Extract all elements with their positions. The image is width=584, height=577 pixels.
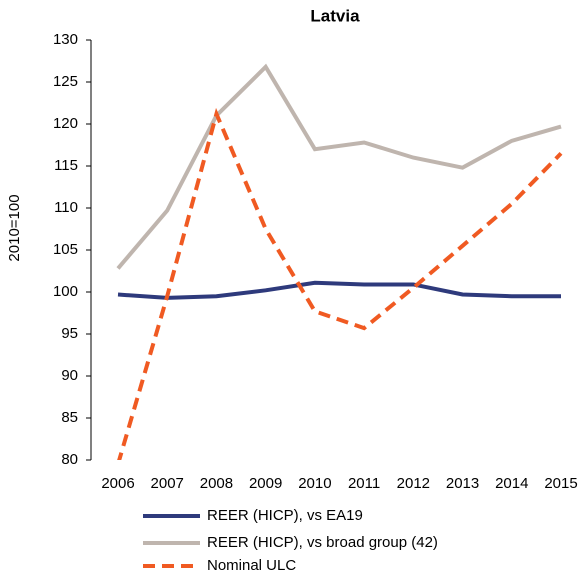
- y-tick-label: 90: [61, 367, 78, 384]
- legend-label: REER (HICP), vs broad group (42): [207, 534, 438, 551]
- x-tick-label: 2015: [544, 475, 577, 492]
- y-tick-label: 130: [53, 31, 78, 48]
- y-tick-label: 80: [61, 451, 78, 468]
- x-tick-label: 2010: [298, 475, 331, 492]
- y-tick-label: 85: [61, 409, 78, 426]
- y-tick-label: 95: [61, 325, 78, 342]
- x-tick-label: 2012: [397, 475, 430, 492]
- y-tick-label: 105: [53, 241, 78, 258]
- x-tick-label: 2009: [249, 475, 282, 492]
- y-tick-label: 100: [53, 283, 78, 300]
- y-tick-label: 125: [53, 73, 78, 90]
- x-tick-label: 2006: [101, 475, 134, 492]
- x-tick-label: 2013: [446, 475, 479, 492]
- y-tick-label: 115: [54, 157, 78, 174]
- data-line: [117, 107, 563, 460]
- chart-title: Latvia: [310, 6, 360, 25]
- x-tick-label: 2007: [151, 475, 184, 492]
- x-tick-label: 2014: [495, 475, 528, 492]
- x-tick-label: 2011: [348, 475, 380, 492]
- data-line: [116, 63, 562, 270]
- x-tick-label: 2008: [200, 475, 233, 492]
- y-tick-label: 110: [54, 199, 78, 216]
- y-tick-label: 120: [53, 115, 78, 132]
- y-axis-label: 2010=100: [6, 194, 23, 261]
- legend-label: Nominal ULC: [207, 557, 296, 574]
- legend-label: REER (HICP), vs EA19: [207, 507, 363, 524]
- data-line: [117, 280, 561, 300]
